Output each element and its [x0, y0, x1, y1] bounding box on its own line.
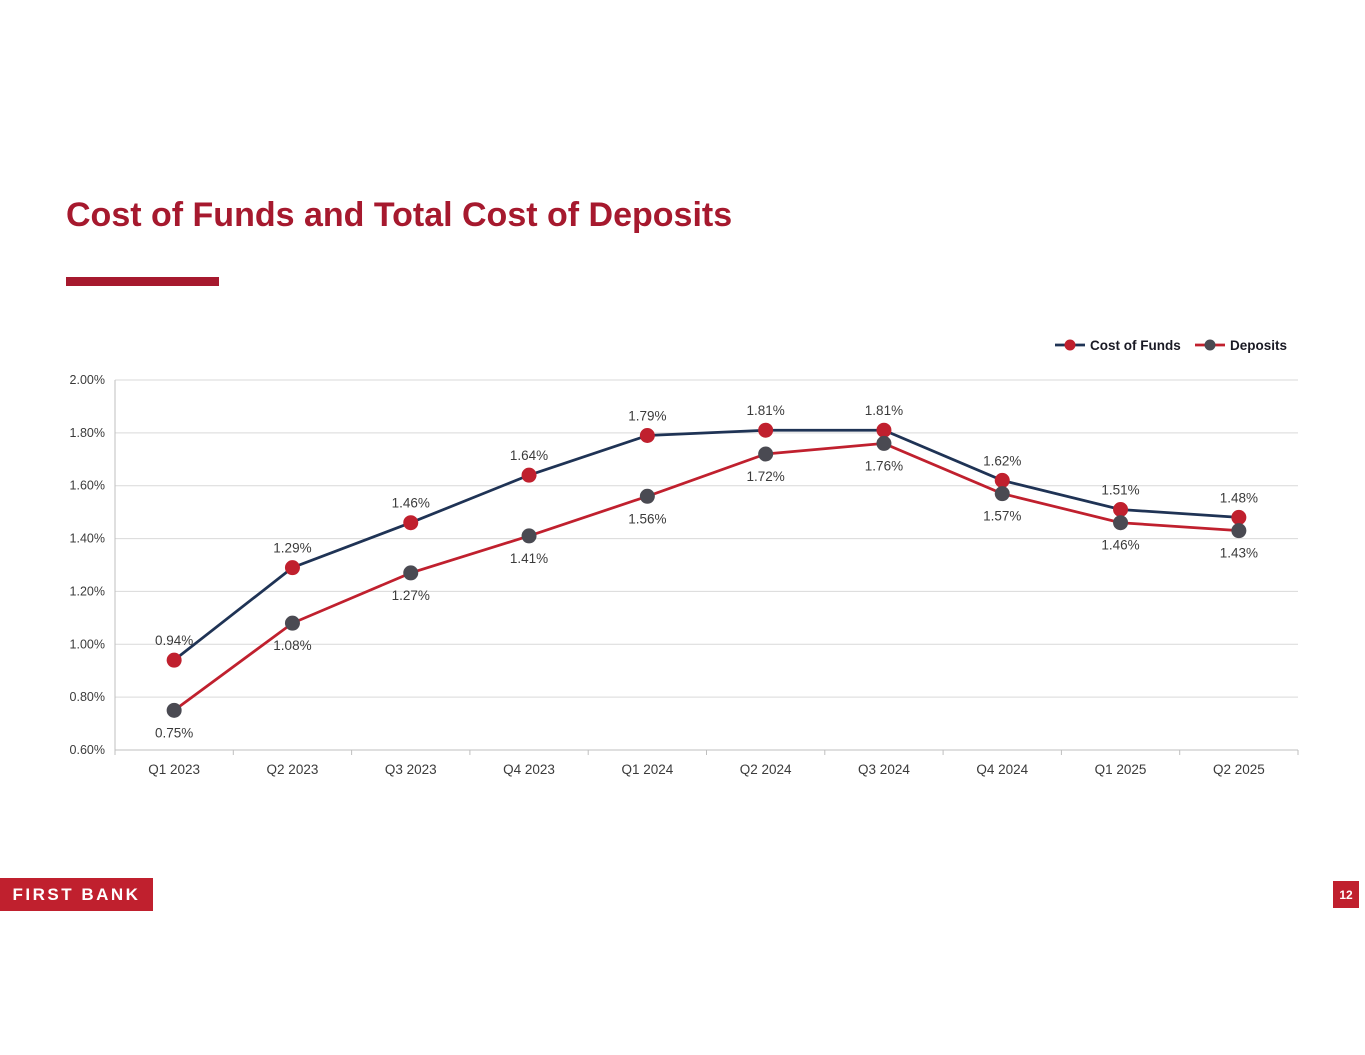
- data-label: 1.46%: [392, 496, 430, 511]
- data-point: [639, 428, 655, 443]
- y-tick-label: 1.60%: [70, 479, 105, 493]
- y-tick-label: 0.80%: [70, 690, 105, 704]
- data-point: [284, 615, 300, 631]
- y-tick-label: 1.20%: [70, 584, 105, 598]
- gridlines: 0.60% 0.80% 1.00% 1.20% 1.40% 1.60% 1.80% 2.00%: [70, 373, 1298, 757]
- series-deposits: 0.75% 1.08% 1.27% 1.41% 1.56% 1.72% 1.76% 1.57%…: [155, 435, 1258, 740]
- data-point: [403, 565, 419, 581]
- data-label: 1.62%: [983, 453, 1021, 468]
- page-number-badge: 12: [1333, 881, 1359, 908]
- data-label: 1.46%: [1101, 538, 1139, 553]
- data-point: [758, 422, 774, 438]
- data-point: [521, 467, 537, 483]
- x-tick-label: Q4 2023: [503, 762, 555, 777]
- data-label: 1.08%: [273, 638, 311, 653]
- data-point: [521, 528, 537, 544]
- data-label: 1.48%: [1220, 490, 1258, 505]
- legend-label: Cost of Funds: [1090, 338, 1181, 353]
- data-label: 1.72%: [747, 469, 785, 484]
- data-label: 1.79%: [628, 409, 666, 424]
- brand-logo: FIRST BANK: [0, 878, 153, 911]
- data-label: 1.43%: [1220, 546, 1258, 561]
- x-tick-label: Q2 2024: [740, 762, 792, 777]
- data-point: [876, 422, 892, 438]
- y-tick-label: 1.40%: [70, 532, 105, 546]
- series-cost-of-funds: 0.94% 1.29% 1.46% 1.64% 1.79% 1.81% 1.81% 1.62%…: [155, 403, 1258, 668]
- data-point: [166, 702, 182, 718]
- data-label: 1.81%: [747, 403, 785, 418]
- data-label: 1.51%: [1101, 483, 1139, 498]
- data-label: 1.81%: [865, 403, 903, 418]
- y-tick-label: 0.60%: [70, 743, 105, 757]
- y-tick-label: 2.00%: [70, 373, 105, 387]
- title-underline: [66, 277, 219, 286]
- data-label: 1.41%: [510, 551, 548, 566]
- data-label: 1.29%: [273, 541, 311, 556]
- data-point: [403, 515, 419, 531]
- legend-marker: [1204, 339, 1216, 351]
- legend-marker: [1064, 339, 1076, 351]
- data-point: [876, 435, 892, 451]
- data-point: [758, 446, 774, 462]
- data-point: [994, 486, 1010, 502]
- x-tick-label: Q3 2023: [385, 762, 437, 777]
- x-tick-label: Q4 2024: [976, 762, 1028, 777]
- data-label: 1.57%: [983, 509, 1021, 524]
- line-chart: 0.60% 0.80% 1.00% 1.20% 1.40% 1.60% 1.80% 2.00%…: [60, 325, 1305, 800]
- x-tick-label: Q1 2025: [1095, 762, 1147, 777]
- data-point: [1113, 515, 1129, 531]
- y-tick-label: 1.00%: [70, 637, 105, 651]
- data-label: 1.56%: [628, 511, 666, 526]
- x-tick-label: Q3 2024: [858, 762, 910, 777]
- data-point: [166, 652, 182, 668]
- chart-legend: Cost of Funds Deposits: [1055, 338, 1287, 353]
- data-label: 0.75%: [155, 725, 193, 740]
- x-tick-label: Q1 2023: [148, 762, 200, 777]
- x-tick-label: Q1 2024: [621, 762, 673, 777]
- data-label: 1.76%: [865, 458, 903, 473]
- y-tick-label: 1.80%: [70, 426, 105, 440]
- x-tick-label: Q2 2025: [1213, 762, 1265, 777]
- data-point: [1231, 509, 1247, 525]
- slide-title: Cost of Funds and Total Cost of Deposits: [66, 196, 733, 234]
- data-label: 0.94%: [155, 633, 193, 648]
- data-point: [1231, 523, 1247, 539]
- chart-canvas: 0.60% 0.80% 1.00% 1.20% 1.40% 1.60% 1.80% 2.00%…: [70, 338, 1299, 777]
- data-label: 1.27%: [392, 588, 430, 603]
- data-point: [639, 488, 655, 504]
- x-tick-label: Q2 2023: [267, 762, 319, 777]
- data-point: [284, 560, 300, 576]
- legend-label: Deposits: [1230, 338, 1287, 353]
- data-point: [994, 472, 1010, 488]
- data-point: [1113, 502, 1129, 517]
- axes: Q1 2023 Q2 2023 Q3 2023 Q4 2023 Q1 2024 Q2 20…: [114, 380, 1299, 777]
- data-label: 1.64%: [510, 448, 548, 463]
